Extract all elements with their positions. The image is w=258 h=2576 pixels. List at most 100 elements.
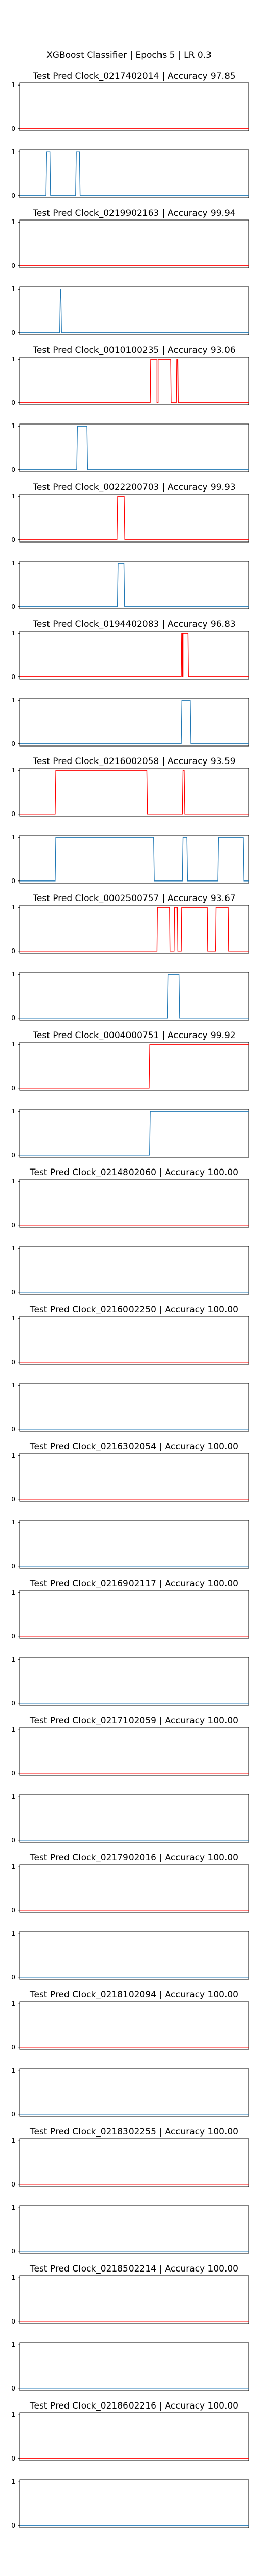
truth-plot: 01 [11, 285, 249, 336]
pred-ytick-label: 0 [11, 2044, 15, 2051]
truth-ytick-label: 0 [11, 740, 15, 748]
truth-ytick-label: 1 [11, 1245, 15, 1252]
truth-frame [19, 698, 249, 747]
panel-group-14: Test Pred Clock_0217902016 | Accuracy 10… [11, 1853, 249, 1981]
pred-ytick-label: 1 [11, 2137, 15, 2144]
panel-group-3: Test Pred Clock_0010100235 | Accuracy 93… [11, 345, 249, 473]
truth-frame [19, 835, 249, 884]
panel-group-4: Test Pred Clock_0022200703 | Accuracy 99… [11, 482, 249, 611]
panel-title: Test Pred Clock_0218502214 | Accuracy 10… [29, 2264, 238, 2274]
pred-frame [19, 494, 249, 543]
pred-plot: 01 [11, 630, 249, 681]
truth-plot: 01 [11, 2341, 249, 2392]
panel-group-7: Test Pred Clock_0002500757 | Accuracy 93… [11, 893, 249, 1022]
pred-plot: 01 [11, 81, 249, 132]
panel-group-17: Test Pred Clock_0218502214 | Accuracy 10… [11, 2264, 249, 2392]
truth-ytick-label: 0 [11, 329, 15, 336]
truth-plot: 01 [11, 834, 249, 885]
panel-title: Test Pred Clock_0214802060 | Accuracy 10… [29, 1167, 238, 1178]
truth-ytick-label: 0 [11, 1289, 15, 1296]
pred-frame [19, 2412, 249, 2461]
panel-title: Test Pred Clock_0022200703 | Accuracy 99… [32, 482, 235, 493]
truth-ytick-label: 0 [11, 1563, 15, 1570]
panel-title: Test Pred Clock_0217402014 | Accuracy 97… [32, 71, 235, 81]
truth-ytick-label: 0 [11, 2385, 15, 2392]
pred-ytick-label: 0 [11, 262, 15, 269]
pred-frame [19, 905, 249, 954]
truth-frame [19, 286, 249, 335]
pred-ytick-label: 0 [11, 536, 15, 544]
pred-plot: 01 [11, 1315, 249, 1366]
panel-group-16: Test Pred Clock_0218302255 | Accuracy 10… [11, 2127, 249, 2255]
truth-series-line [20, 289, 249, 333]
pred-ytick-label: 1 [11, 630, 15, 637]
pred-plot: 01 [11, 2137, 249, 2188]
pred-plot: 01 [11, 218, 249, 269]
truth-frame [19, 1383, 249, 1432]
truth-plot: 01 [11, 2204, 249, 2255]
pred-frame [19, 1316, 249, 1365]
panel-group-13: Test Pred Clock_0217102059 | Accuracy 10… [11, 1716, 249, 1844]
panel-title: Test Pred Clock_0216002250 | Accuracy 10… [29, 1304, 238, 1315]
truth-ytick-label: 1 [11, 2204, 15, 2211]
pred-ytick-label: 1 [11, 1863, 15, 1870]
pred-ytick-label: 0 [11, 2455, 15, 2462]
truth-ytick-label: 1 [11, 2341, 15, 2348]
pred-frame [19, 2138, 249, 2187]
panel-group-15: Test Pred Clock_0218102094 | Accuracy 10… [11, 1990, 249, 2118]
prediction-series-line [20, 359, 249, 403]
truth-plot: 01 [11, 560, 249, 611]
pred-ytick-label: 0 [11, 1633, 15, 1640]
truth-series-line [20, 563, 249, 607]
panel-title: Test Pred Clock_0216902117 | Accuracy 10… [29, 1579, 238, 1589]
truth-plot: 01 [11, 697, 249, 748]
pred-ytick-label: 1 [11, 2274, 15, 2281]
pred-frame [19, 1453, 249, 1502]
pred-ytick-label: 0 [11, 1359, 15, 1366]
truth-frame [19, 2205, 249, 2254]
truth-ytick-label: 1 [11, 1793, 15, 1800]
panel-title: Test Pred Clock_0004000751 | Accuracy 99… [32, 1030, 235, 1041]
pred-plot: 01 [11, 1726, 249, 1777]
truth-ytick-label: 0 [11, 2248, 15, 2255]
truth-plot: 01 [11, 971, 249, 1022]
truth-ytick-label: 0 [11, 1151, 15, 1159]
panel-title: Test Pred Clock_0217102059 | Accuracy 10… [29, 1716, 238, 1726]
truth-frame [19, 972, 249, 1021]
truth-ytick-label: 0 [11, 2111, 15, 2118]
pred-frame [19, 219, 249, 268]
panel-title: Test Pred Clock_0218302255 | Accuracy 10… [29, 2127, 238, 2137]
pred-frame [19, 2275, 249, 2324]
panel-group-18: Test Pred Clock_0218602216 | Accuracy 10… [11, 2401, 249, 2529]
pred-ytick-label: 1 [11, 2411, 15, 2418]
pred-ytick-label: 0 [11, 1084, 15, 1092]
truth-frame [19, 2068, 249, 2117]
pred-plot: 01 [11, 1863, 249, 1914]
truth-ytick-label: 1 [11, 834, 15, 841]
truth-frame [19, 1109, 249, 1158]
pred-ytick-label: 1 [11, 767, 15, 774]
pred-frame [19, 1042, 249, 1091]
truth-frame [19, 561, 249, 609]
truth-series-line [20, 1111, 249, 1156]
truth-series-line [20, 700, 249, 744]
truth-plot: 01 [11, 1793, 249, 1844]
pred-ytick-label: 0 [11, 125, 15, 132]
truth-ytick-label: 1 [11, 2478, 15, 2485]
truth-ytick-label: 1 [11, 560, 15, 567]
truth-ytick-label: 1 [11, 1382, 15, 1389]
panel-title: Test Pred Clock_0219902163 | Accuracy 99… [32, 208, 235, 218]
truth-ytick-label: 0 [11, 877, 15, 885]
panel-title: Test Pred Clock_0194402083 | Accuracy 96… [32, 619, 235, 630]
pred-plot: 01 [11, 2411, 249, 2462]
truth-frame [19, 1520, 249, 1569]
pred-ytick-label: 1 [11, 2000, 15, 2007]
pred-ytick-label: 1 [11, 355, 15, 363]
pred-plot: 01 [11, 1589, 249, 1640]
pred-ytick-label: 1 [11, 218, 15, 226]
truth-plot: 01 [11, 1930, 249, 1981]
pred-ytick-label: 1 [11, 904, 15, 911]
panel-group-10: Test Pred Clock_0216002250 | Accuracy 10… [11, 1304, 249, 1433]
pred-ytick-label: 1 [11, 81, 15, 89]
